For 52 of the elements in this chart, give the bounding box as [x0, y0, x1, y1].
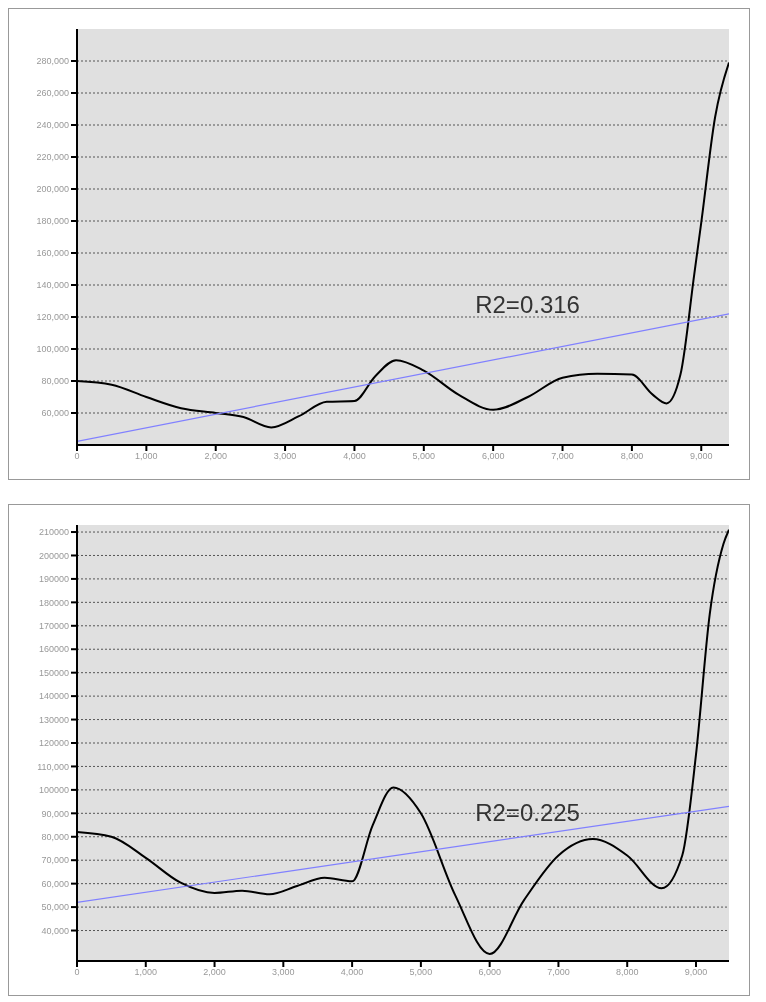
y-tick-label: 140,000 [36, 280, 69, 291]
y-tick-label: 50,000 [41, 902, 69, 913]
x-tick-label: 2,000 [203, 967, 226, 978]
y-tick-label: 130000 [38, 714, 69, 725]
y-tick-label: 140000 [38, 691, 69, 702]
x-tick-label: 3,000 [272, 967, 295, 978]
y-tick-label: 160,000 [36, 248, 69, 259]
annotation: R2=0.316 [475, 291, 580, 319]
y-tick-label: 80,000 [41, 376, 69, 387]
y-tick-label: 200000 [38, 550, 69, 561]
y-tick-label: 60,000 [41, 408, 69, 419]
y-tick-label: 170000 [38, 620, 69, 631]
y-tick-label: 260,000 [36, 88, 69, 99]
y-tick-label: 280,000 [36, 56, 69, 67]
y-tick-label: 110,000 [37, 761, 69, 772]
y-tick-label: 90,000 [41, 808, 69, 819]
y-tick-label: 180000 [38, 597, 69, 608]
y-tick-label: 40,000 [41, 925, 69, 936]
y-tick-label: 100000 [38, 785, 69, 796]
y-tick-label: 60,000 [41, 878, 69, 889]
x-tick-label: 7,000 [551, 451, 574, 462]
y-tick-label: 150000 [38, 667, 69, 678]
y-tick-label: 100,000 [36, 344, 69, 355]
y-tick-label: 160000 [38, 644, 69, 655]
y-tick-label: 180,000 [36, 216, 69, 227]
y-tick-label: 200,000 [36, 184, 69, 195]
y-tick-label: 220,000 [36, 152, 69, 163]
y-tick-label: 240,000 [36, 120, 69, 131]
y-tick-label: 80,000 [41, 831, 69, 842]
x-tick-label: 6,000 [481, 451, 505, 462]
y-tick-label: 190000 [38, 574, 69, 585]
x-tick-label: 5,000 [409, 967, 433, 978]
y-tick-label: 70,000 [41, 855, 69, 866]
y-tick-label: 210000 [38, 527, 69, 538]
x-tick-label: 0 [74, 967, 80, 978]
x-tick-label: 3,000 [273, 451, 297, 462]
y-tick-label: 120000 [38, 738, 69, 749]
x-tick-label: 4,000 [340, 967, 364, 978]
x-tick-label: 5,000 [412, 451, 436, 462]
annotation: R2=0.225 [475, 799, 580, 827]
x-tick-label: 0 [74, 451, 80, 462]
x-tick-label: 9,000 [684, 967, 708, 978]
x-tick-label: 8,000 [620, 451, 644, 462]
x-tick-label: 6,000 [478, 967, 501, 978]
x-tick-label: 1,000 [135, 451, 158, 462]
x-tick-label: 9,000 [689, 451, 713, 462]
x-tick-label: 2,000 [204, 451, 227, 462]
x-tick-label: 8,000 [615, 967, 639, 978]
x-tick-label: 7,000 [547, 967, 570, 978]
x-tick-label: 4,000 [343, 451, 366, 462]
x-tick-label: 1,000 [134, 967, 158, 978]
y-tick-label: 120,000 [36, 312, 69, 323]
